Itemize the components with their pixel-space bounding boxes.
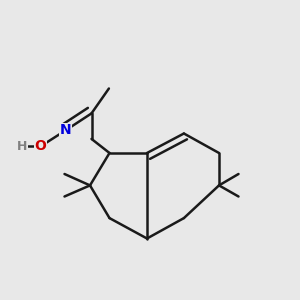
Text: O: O	[34, 140, 46, 153]
Text: N: N	[60, 124, 71, 137]
Text: H: H	[17, 140, 27, 153]
